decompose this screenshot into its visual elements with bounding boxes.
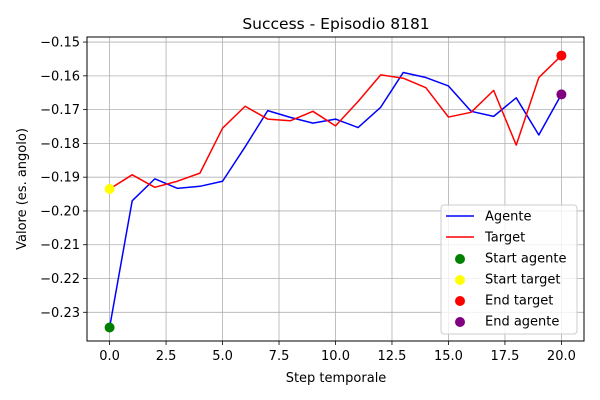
x-tick-label: 5.0 xyxy=(212,349,233,364)
chart-title: Success - Episodio 8181 xyxy=(242,15,429,33)
x-tick-label: 15.0 xyxy=(434,349,463,364)
x-axis: 0.0 2.5 5.0 7.5 10.0 12.5 15.0 17.5 20.0 xyxy=(99,341,576,364)
legend-swatch-end-target xyxy=(455,296,465,306)
y-axis-title: Valore (es. angolo) xyxy=(15,128,30,250)
x-tick-label: 17.5 xyxy=(490,349,519,364)
legend-label-end-target: End target xyxy=(485,294,553,309)
series-line-agente xyxy=(108,71,563,328)
marker-start-agente xyxy=(104,322,115,333)
y-tick-label: −0.15 xyxy=(40,36,80,51)
legend-label-target: Target xyxy=(484,231,525,246)
y-tick-label: −0.23 xyxy=(40,306,80,321)
x-tick-label: 12.5 xyxy=(378,349,407,364)
y-tick-label: −0.21 xyxy=(40,238,80,253)
x-tick-label: 2.5 xyxy=(156,349,177,364)
series-line-target xyxy=(109,55,562,190)
y-tick-label: −0.19 xyxy=(40,171,80,186)
marker-end-target xyxy=(556,50,567,61)
x-tick-label: 7.5 xyxy=(269,349,290,364)
x-axis-title: Step temporale xyxy=(286,371,387,386)
y-axis: −0.23 −0.22 −0.21 −0.20 −0.19 −0.18 −0.17 −0.16… xyxy=(40,36,87,321)
legend-swatch-end-agente xyxy=(455,317,465,327)
marker-start-target xyxy=(104,184,115,194)
y-tick-label: −0.18 xyxy=(40,137,80,152)
legend-label-start-target: Start target xyxy=(485,273,560,288)
legend-swatch-start-target xyxy=(455,275,465,285)
series-layer xyxy=(108,55,563,328)
marker-layer xyxy=(104,50,567,333)
y-tick-label: −0.17 xyxy=(40,103,80,118)
legend-label-start-agente: Start agente xyxy=(485,252,566,267)
legend: Agente Target Start agente Start target End … xyxy=(440,204,578,335)
y-tick-label: −0.22 xyxy=(40,272,80,287)
legend-swatch-start-agente xyxy=(455,254,465,264)
legend-label-agente: Agente xyxy=(485,210,531,225)
x-tick-label: 20.0 xyxy=(547,349,576,364)
x-tick-label: 10.0 xyxy=(321,349,350,364)
legend-box xyxy=(440,204,578,335)
x-tick-label: 0.0 xyxy=(99,349,120,364)
y-tick-label: −0.16 xyxy=(40,69,80,84)
legend-label-end-agente: End agente xyxy=(485,315,559,330)
y-tick-label: −0.20 xyxy=(40,204,80,219)
marker-end-agente xyxy=(556,89,567,100)
